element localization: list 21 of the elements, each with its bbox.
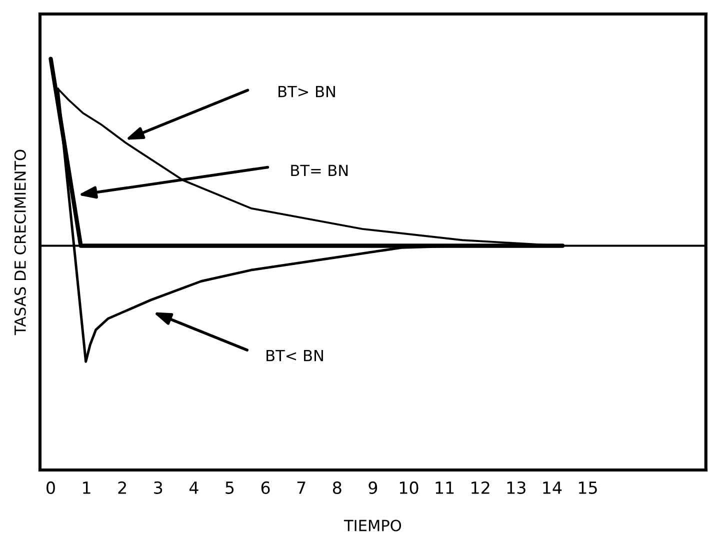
- x-tick-label: 0: [46, 481, 55, 494]
- x-tick-label: 12: [472, 481, 490, 494]
- x-tick-label: 3: [154, 481, 162, 494]
- x-tick-label: 14: [543, 482, 562, 494]
- x-tick-label: 8: [332, 481, 342, 494]
- x-tick-label: 4: [189, 482, 198, 494]
- x-tick-label: 9: [368, 481, 378, 494]
- x-tick-label: 1: [83, 482, 90, 494]
- x-tick-label: 10: [400, 481, 418, 494]
- x-tick-label: 6: [261, 481, 270, 494]
- x-tick-label: 2: [118, 481, 126, 494]
- x-tick-label: 7: [297, 482, 306, 494]
- x-tick-label: 11: [436, 482, 454, 494]
- annotation: BT< BN: [266, 350, 323, 362]
- x-axis-title: TIEMPO: [344, 520, 402, 532]
- y-axis-title: TASAS DE CRECIMIENTO: [14, 150, 26, 336]
- x-tick-label: 5: [226, 482, 234, 494]
- annotation: BT= BN: [291, 164, 348, 176]
- x-tick-label: 15: [578, 482, 597, 494]
- x-tick-label: 13: [507, 481, 526, 494]
- annotation: BT> BN: [278, 86, 335, 98]
